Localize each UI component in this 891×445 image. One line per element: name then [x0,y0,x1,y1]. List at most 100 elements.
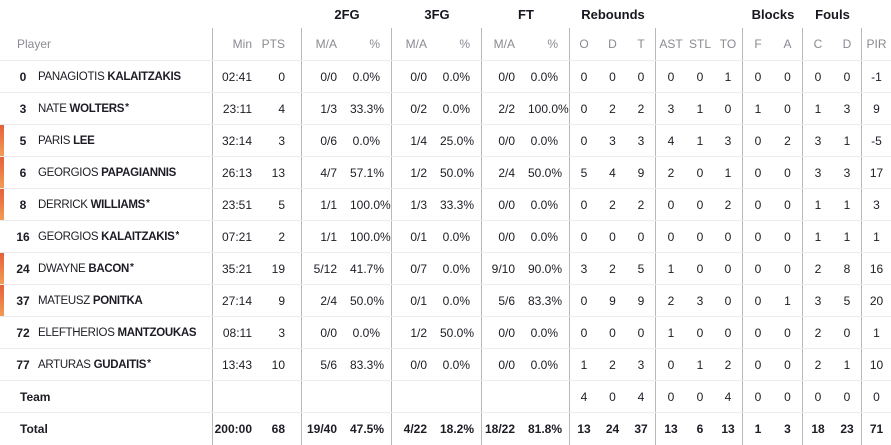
stat-pir: 1 [873,326,880,340]
jersey-number: 72 [16,326,30,340]
on-court-marker [0,285,4,316]
player-name: ELEFTHERIOS MANTZOUKAS [38,317,196,349]
jersey-number: 6 [19,166,27,180]
column-header-blk-f: F [754,37,762,51]
stat-group-header-row: 2FG 3FG FT Rebounds Blocks Fouls [0,0,891,28]
stat-3fg-ma: 0/0 [410,70,427,84]
stat-ft-pct: 90.0% [528,253,570,285]
stat-pir: 16 [869,262,884,276]
stat-ft-pct: 0.0% [528,125,570,157]
stat-2fg-pct: 0.0% [350,61,392,93]
stat-3fg-pct: 18.2% [440,413,482,445]
stat-fouls-committed: 2 [814,262,822,276]
stat-fouls-drawn: 3 [833,157,862,189]
player-row[interactable]: 8 DERRICK WILLIAMS* 23:51 5 1/1 100.0% 1… [0,188,891,221]
stat-pir: 17 [869,166,884,180]
stat-reb-tot: 0 [627,221,656,253]
stat-pir: 20 [869,294,884,308]
stat-turnovers: 1 [714,61,743,93]
jersey-number: 3 [19,102,27,116]
stat-steals: 0 [696,390,704,404]
stat-pir: -1 [871,70,882,84]
stat-minutes: 02:41 [221,70,252,84]
stat-reb-tot: 9 [627,157,656,189]
player-cell: 72 ELEFTHERIOS MANTZOUKAS [0,317,213,349]
stat-turnovers: 4 [714,381,743,413]
stat-reb-tot: 0 [627,317,656,349]
stat-fouls-committed: 3 [814,294,822,308]
stat-points: 68 [261,413,302,445]
stat-steals: 3 [696,294,704,308]
stat-3fg-pct: 0.0% [440,61,482,93]
player-first-name: NATE [38,103,67,115]
stat-reb-off: 0 [580,102,588,116]
player-name: PANAGIOTIS KALAITZAKIS [38,61,181,93]
stat-2fg-ma: 0/0 [320,326,337,340]
stat-3fg-pct: 50.0% [440,157,482,189]
jersey-number: 8 [19,198,27,212]
player-row[interactable]: 16 GEORGIOS KALAITZAKIS* 07:21 2 1/1 100… [0,220,891,253]
jersey-number: 24 [16,262,30,276]
stat-assists: 1 [667,326,675,340]
stat-2fg-ma: 19/40 [306,422,337,436]
stat-3fg-pct: 50.0% [440,317,482,349]
stat-blocks-for: 0 [754,326,762,340]
player-cell: 8 DERRICK WILLIAMS* [0,189,213,221]
stat-assists: 13 [664,422,678,436]
player-row[interactable]: 77 ARTURAS GUDAITIS* 13:43 10 5/6 83.3% … [0,348,891,381]
column-header-reb-t: T [627,28,656,60]
stat-turnovers: 0 [714,285,743,317]
stat-2fg-ma: 5/6 [320,358,337,372]
player-row[interactable]: 37 MATEUSZ PONITKA 27:14 9 2/4 50.0% 0/1… [0,284,891,317]
column-header-reb-d: D [608,37,617,51]
column-header-ft-pct: % [528,28,570,60]
player-row[interactable]: 0 PANAGIOTIS KALAITZAKIS 02:41 0 0/0 0.0… [0,60,891,93]
stat-blocks-against: 0 [773,253,803,285]
stat-3fg-ma: 4/22 [403,422,427,436]
stat-ft-ma: 18/22 [484,422,515,436]
stat-reb-def: 3 [609,134,616,148]
stat-ft-ma: 2/2 [498,102,515,116]
stat-3fg-pct: 33.3% [440,189,482,221]
stat-ft-ma: 0/0 [498,70,515,84]
stat-pir: 1 [873,230,880,244]
stat-blocks-for: 1 [754,102,762,116]
stat-blocks-for: 0 [754,166,762,180]
column-header-ast: AST [659,37,683,51]
column-header-2fg-ma: M/A [315,37,337,51]
column-header-to: TO [714,28,743,60]
player-row[interactable]: 24 DWAYNE BACON* 35:21 19 5/12 41.7% 0/7… [0,252,891,285]
stat-ft-ma: 0/0 [498,134,515,148]
stat-reb-def: 2 [609,358,616,372]
player-row[interactable]: 72 ELEFTHERIOS MANTZOUKAS 08:11 3 0/0 0.… [0,316,891,349]
stat-fouls-drawn: 0 [833,381,862,413]
stat-fouls-committed: 2 [814,358,822,372]
stat-ft-pct: 0.0% [528,317,570,349]
stat-2fg-pct: 100.0% [350,221,392,253]
player-row[interactable]: 3 NATE WOLTERS* 23:11 4 1/3 33.3% 0/2 0.… [0,92,891,125]
stat-blocks-for: 0 [754,198,762,212]
stat-ft-pct: 0.0% [528,349,570,381]
player-cell: 6 GEORGIOS PAPAGIANNIS [0,157,213,189]
stat-turnovers: 2 [714,349,743,381]
stat-steals: 0 [696,230,704,244]
stat-minutes: 07:21 [221,230,252,244]
player-cell: 77 ARTURAS GUDAITIS* [0,349,213,381]
stat-2fg-pct [350,381,392,413]
player-row[interactable]: 5 PARIS LEE 32:14 3 0/6 0.0% 1/4 25.0% 0… [0,124,891,157]
player-name: GEORGIOS KALAITZAKIS* [38,221,179,253]
stat-fouls-drawn: 23 [833,413,862,445]
stat-points: 3 [261,125,302,157]
stat-points: 13 [261,157,302,189]
player-last-name: WILLIAMS [90,199,146,211]
stat-blocks-against: 0 [773,61,803,93]
stat-fouls-committed: 3 [814,166,822,180]
stat-minutes: 27:14 [221,294,252,308]
stat-reb-off: 0 [580,198,588,212]
player-row[interactable]: 6 GEORGIOS PAPAGIANNIS 26:13 13 4/7 57.1… [0,156,891,189]
on-court-marker [0,253,4,284]
stat-3fg-ma: 0/1 [410,294,427,308]
player-first-name: DERRICK [38,199,88,211]
stat-fouls-committed: 3 [814,134,822,148]
stat-3fg-pct: 25.0% [440,125,482,157]
